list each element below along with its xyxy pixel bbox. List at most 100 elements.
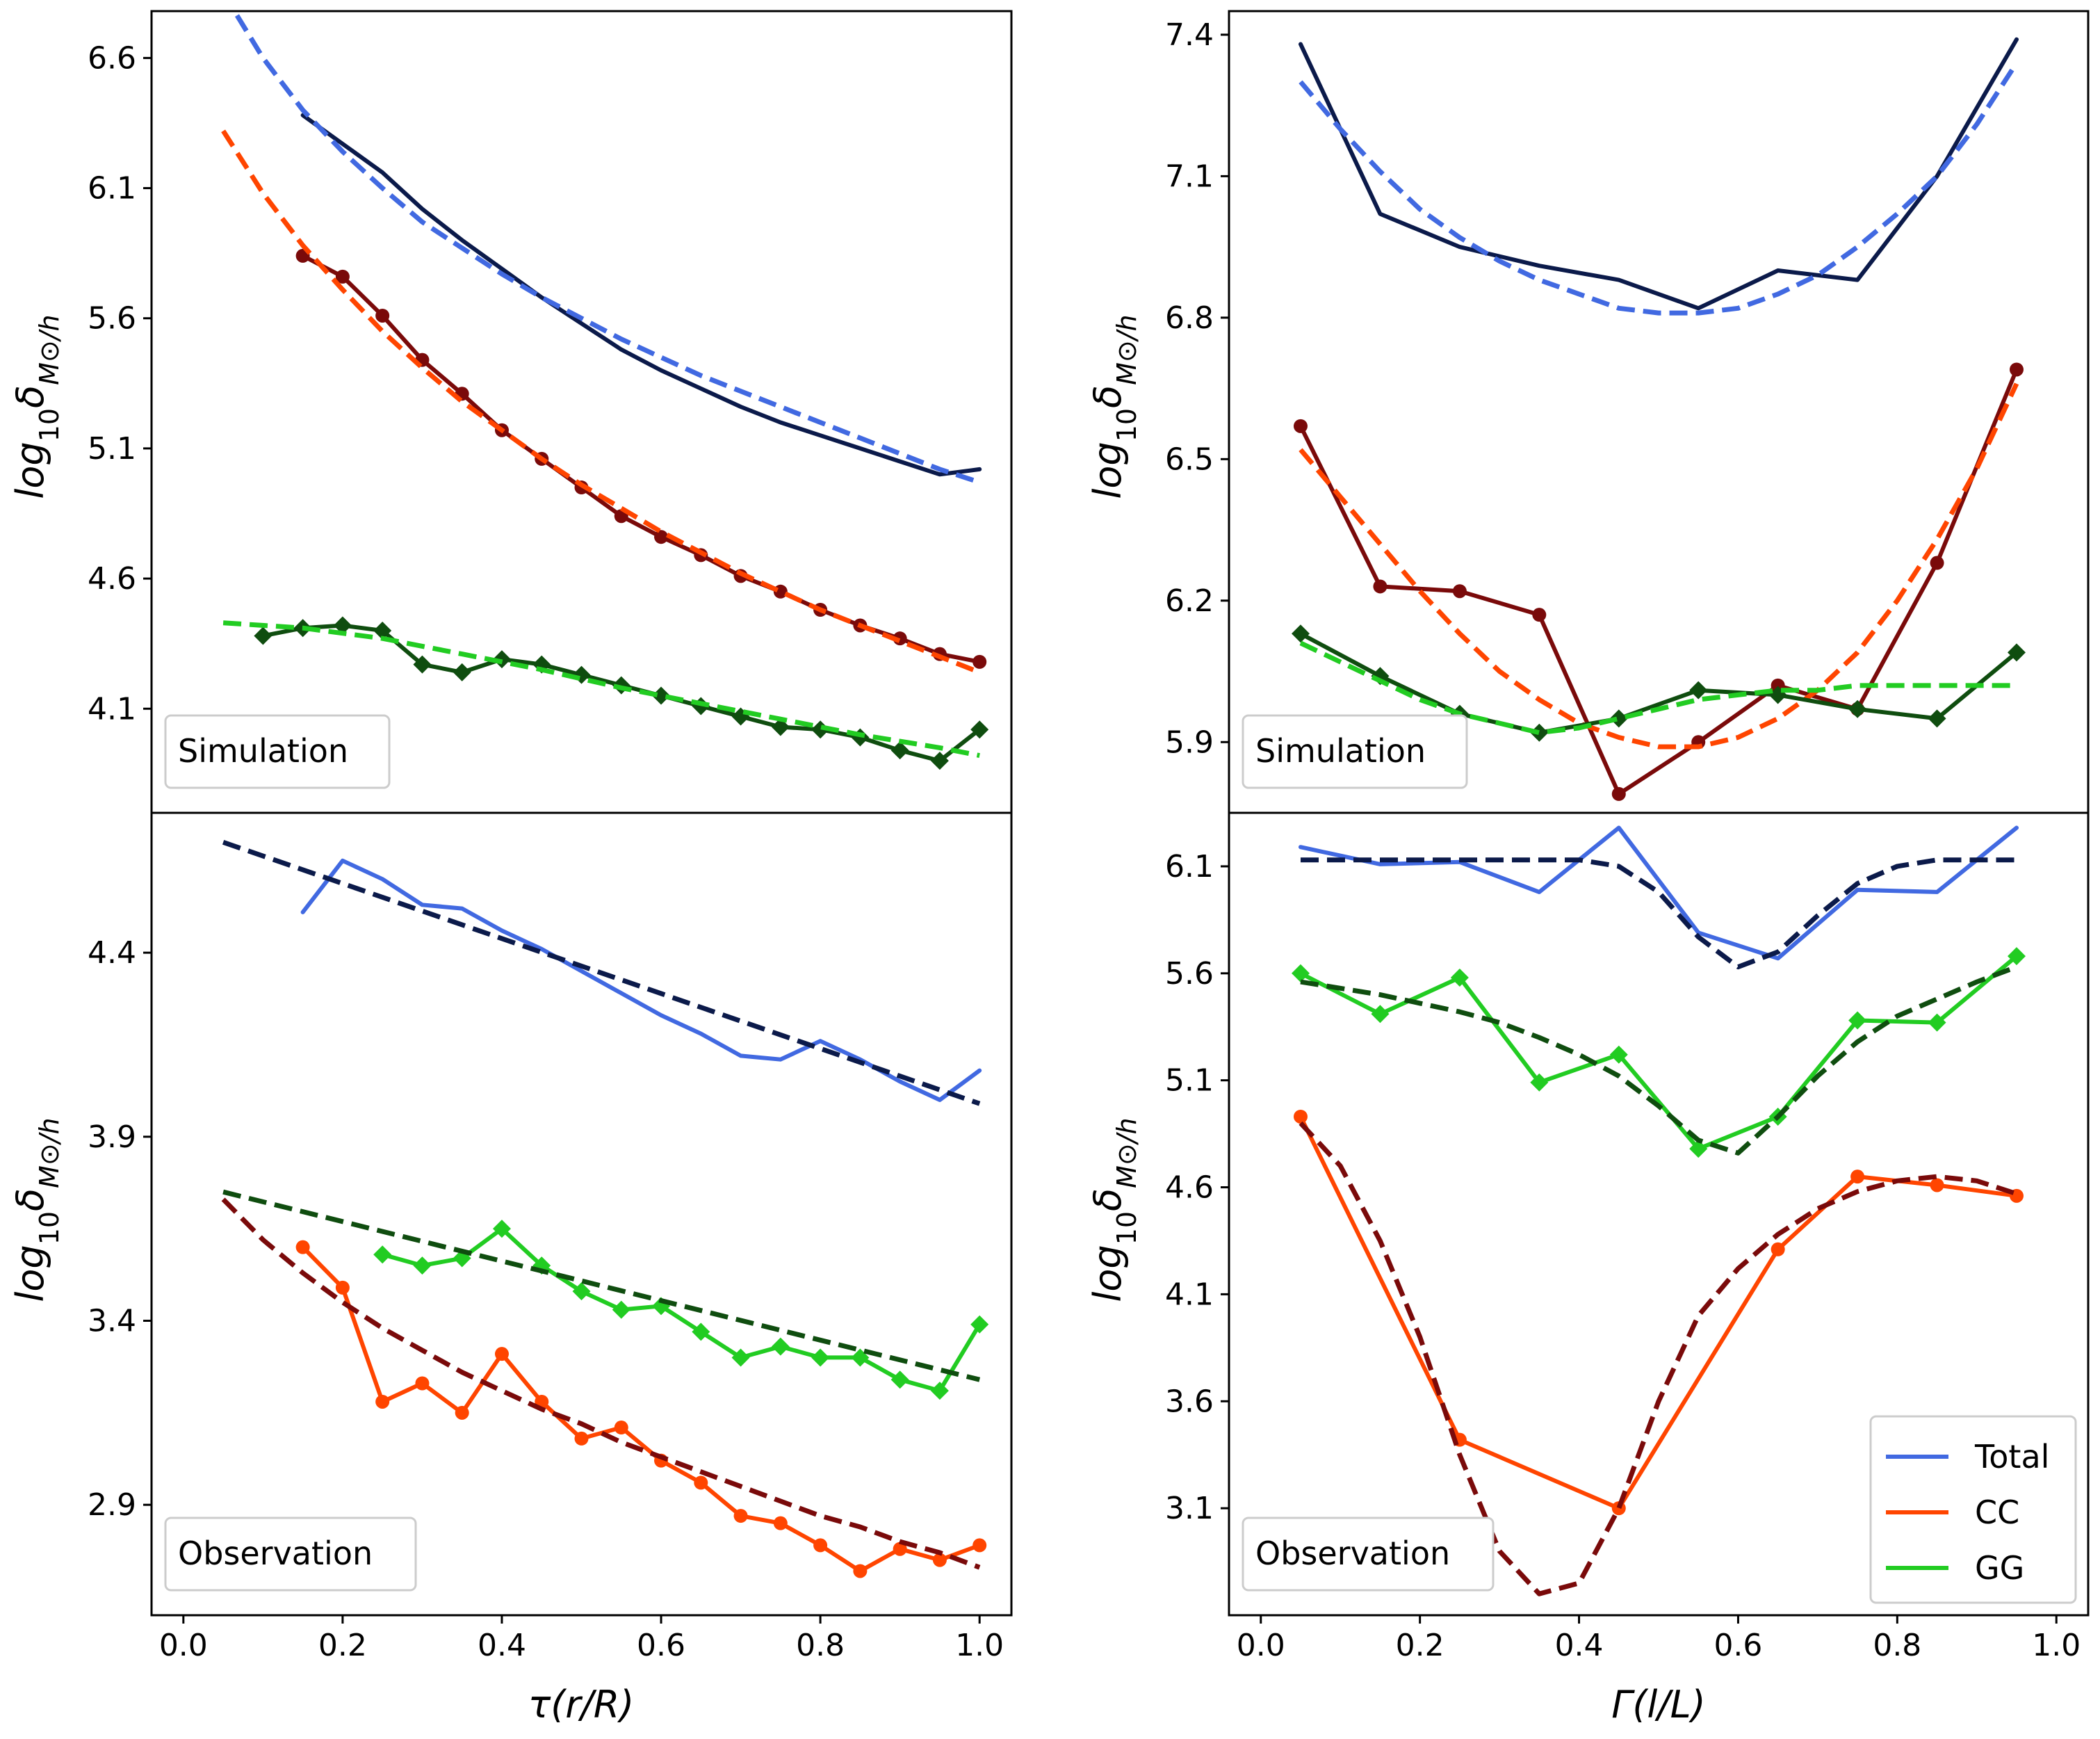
data-point-4-3 [492, 1220, 511, 1238]
data-point-4-5 [1689, 681, 1708, 699]
data-point-2-2 [375, 308, 390, 323]
data-point-4-8 [1928, 709, 1946, 728]
annotation-box [164, 1516, 417, 1592]
data-point-4-9 [731, 1348, 750, 1367]
panel-bottom-right-observation: 3.1 3.6 4.1 4.6 5.1 5.6 6.1 0.0 0.2 0.4 0.6 0.8 1.0 O… [1165, 811, 2090, 1663]
data-point-2-1 [335, 1280, 350, 1295]
data-point-2-0 [1294, 419, 1308, 433]
data-point-2-17 [972, 654, 987, 669]
x-tick-label: 0.8 [796, 1628, 845, 1663]
data-point-2-9 [2010, 362, 2024, 377]
x-tick-label: 0.4 [478, 1628, 526, 1663]
plot-area [1292, 37, 2026, 801]
annotation-label: Observation [1255, 1535, 1450, 1572]
y-tick-label: 5.6 [88, 301, 136, 337]
data-point-4-15 [970, 1315, 989, 1334]
data-point-2-15 [893, 1542, 907, 1556]
y-tick-label: 5.9 [1165, 725, 1214, 760]
data-point-4-8 [1928, 1013, 1946, 1032]
y-tick-label: 3.9 [88, 1119, 136, 1155]
y-tick-label: 3.6 [1165, 1384, 1214, 1419]
data-point-4-4 [1609, 709, 1628, 728]
y-tick-label: 5.6 [1165, 956, 1214, 992]
data-point-4-3 [1530, 1073, 1549, 1092]
data-point-4-6 [492, 650, 511, 669]
y-tick-label: 4.1 [88, 691, 136, 727]
data-point-4-7 [1848, 1011, 1867, 1030]
legend-label-gg: GG [1975, 1549, 2024, 1587]
x-tick-label: 1.0 [955, 1628, 1004, 1663]
axes-frame [150, 811, 1013, 1617]
series-line-0 [1299, 825, 2019, 961]
y-tick-label: 4.6 [1165, 1170, 1214, 1206]
axes-frame [1228, 811, 2090, 1617]
data-point-2-17 [972, 1538, 987, 1553]
x-tick-label: 0.6 [1714, 1628, 1762, 1663]
data-point-4-2 [333, 616, 352, 635]
x-tick-label: 0.0 [1237, 1628, 1285, 1663]
data-point-4-8 [692, 1323, 710, 1341]
annotation-label: Simulation [1255, 732, 1426, 770]
data-point-4-6 [612, 1300, 630, 1319]
data-point-2-10 [694, 1475, 708, 1490]
series-line-1 [231, 11, 981, 485]
series-line-1 [1301, 857, 2017, 970]
y-tick-label: 6.5 [1165, 442, 1214, 477]
series-line-2 [300, 1245, 982, 1574]
data-point-2-7 [574, 1431, 589, 1446]
data-point-4-0 [373, 1245, 392, 1264]
data-point-2-3 [1771, 1242, 1785, 1256]
y-tick-label: 4.6 [88, 561, 136, 597]
x-tick-label: 0.2 [1396, 1628, 1444, 1663]
series-line-4 [1299, 631, 2019, 735]
annotation-box [1242, 1516, 1495, 1592]
data-point-2-12 [773, 1516, 788, 1530]
data-point-2-5 [494, 1347, 509, 1361]
y-tick-label: 4.4 [88, 935, 136, 971]
y-tick-label: 3.1 [1165, 1491, 1214, 1526]
data-point-2-3 [415, 1376, 430, 1391]
data-point-4-9 [2008, 947, 2026, 966]
data-point-4-9 [2008, 643, 2026, 662]
y-tick-label: 7.1 [1165, 159, 1214, 194]
data-point-2-0 [295, 1240, 310, 1254]
panel-bottom-left-observation: 2.9 3.4 3.9 4.4 0.0 0.2 0.4 0.6 0.8 1.0 Observatio… [88, 811, 1013, 1663]
data-point-2-4 [1850, 1170, 1865, 1184]
data-point-2-14 [853, 1564, 868, 1578]
data-point-2-1 [1373, 579, 1387, 594]
data-point-4-4 [413, 655, 432, 674]
data-point-2-4 [455, 1405, 469, 1420]
series-line-5 [222, 620, 980, 759]
plot-area [1292, 825, 2026, 1596]
y-tick-label: 4.1 [1165, 1277, 1214, 1312]
legend-box [1869, 1415, 2077, 1604]
series-line-5 [222, 1189, 981, 1382]
data-point-4-0 [1292, 624, 1310, 643]
plot-area [221, 839, 989, 1578]
y-tick-label: 7.4 [1165, 17, 1214, 53]
data-point-4-18 [970, 720, 989, 739]
series-line-0 [300, 858, 982, 1102]
x-tick-label: 0.0 [159, 1628, 208, 1663]
annotation-box [164, 714, 391, 789]
annotation-box [1242, 714, 1468, 789]
data-point-4-5 [453, 663, 471, 681]
data-point-4-13 [890, 1370, 909, 1389]
data-point-4-7 [1848, 699, 1867, 718]
x-axis-label-left: τ(r/R) [528, 1683, 635, 1726]
data-point-4-16 [890, 741, 909, 760]
data-point-2-1 [335, 269, 350, 284]
series-line-3 [221, 1197, 981, 1570]
x-axis-label-right: Γ(l/L) [1611, 1683, 1706, 1726]
x-tick-label: 0.6 [637, 1628, 685, 1663]
series-line-2 [1299, 367, 2019, 796]
annotation-label: Simulation [178, 732, 348, 770]
data-point-4-14 [930, 1382, 949, 1400]
panel-top-left-simulation: 4.1 4.6 5.1 5.6 6.1 6.6 Simulation [88, 10, 1013, 814]
series-line-3 [221, 129, 981, 675]
x-tick-label: 0.4 [1555, 1628, 1604, 1663]
y-tick-label: 3.4 [88, 1304, 136, 1339]
data-point-4-0 [254, 626, 272, 645]
x-tick-label: 1.0 [2032, 1628, 2081, 1663]
